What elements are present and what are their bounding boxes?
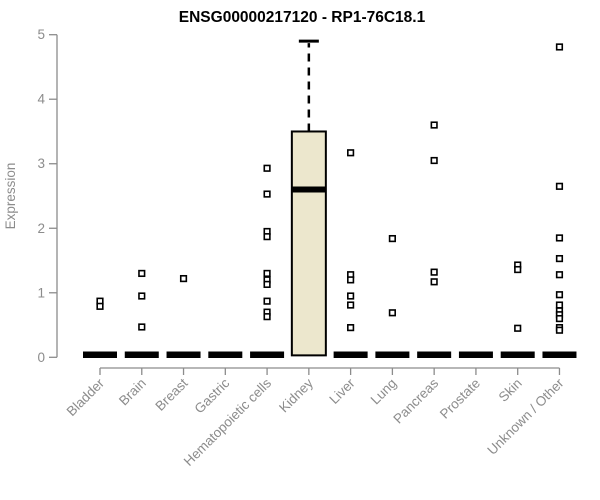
- outlier-point: [555, 43, 564, 51]
- x-tick-label: Skin: [496, 376, 525, 405]
- outlier-point: [430, 268, 438, 276]
- outlier-point: [388, 309, 396, 317]
- outlier-point: [430, 278, 438, 286]
- x-tick-label: Liver: [326, 375, 358, 407]
- x-tick-label: Bladder: [64, 375, 108, 419]
- chart-title: ENSG00000217120 - RP1-76C18.1: [179, 9, 426, 26]
- box-series: [83, 39, 577, 358]
- flat-box-skin: [500, 351, 535, 358]
- outlier-point: [347, 324, 355, 332]
- outlier-point: [263, 269, 271, 278]
- flat-box-hematopoietic-cells: [250, 351, 285, 358]
- outlier-point: [263, 313, 271, 321]
- flat-box-prostate: [458, 351, 493, 358]
- outlier-point: [555, 326, 564, 334]
- outlier-point: [555, 291, 564, 299]
- box-kidney: [290, 130, 327, 357]
- outlier-point: [555, 301, 564, 309]
- outlier-point: [555, 234, 564, 242]
- outlier-point: [555, 271, 564, 279]
- y-axis-label: Expression: [3, 163, 18, 230]
- x-tick-label: Unknown / Other: [484, 375, 567, 458]
- y-tick-label: 5: [37, 27, 45, 42]
- flat-box-lung: [375, 351, 410, 358]
- outlier-point: [555, 314, 564, 323]
- y-tick-label: 2: [37, 221, 45, 236]
- x-tick-label: Gastric: [192, 375, 233, 416]
- y-tick-label: 0: [37, 350, 45, 365]
- outlier-point: [263, 190, 271, 198]
- flat-box-breast: [166, 351, 201, 358]
- x-tick-label: Lung: [368, 376, 400, 408]
- outlier-point: [514, 324, 522, 332]
- outlier-point: [263, 280, 271, 288]
- outlier-point: [179, 274, 188, 283]
- outlier-point: [388, 234, 396, 243]
- x-tick-label: Kidney: [276, 375, 316, 415]
- flat-box-gastric: [208, 351, 243, 358]
- flat-box-brain: [124, 351, 159, 358]
- outlier-point: [347, 149, 355, 157]
- y-tick-label: 1: [37, 285, 45, 300]
- outlier-point: [96, 302, 104, 310]
- outlier-point: [430, 156, 438, 165]
- x-tick-label: Breast: [152, 375, 190, 413]
- outlier-point: [263, 233, 271, 241]
- outlier-point: [347, 292, 355, 300]
- y-tick-label: 4: [37, 92, 45, 107]
- outlier-point: [263, 297, 271, 305]
- outlier-point: [430, 121, 438, 129]
- x-tick-label: Brain: [116, 376, 149, 409]
- outlier-point: [514, 265, 522, 274]
- flat-box-unknown-other: [542, 351, 577, 358]
- outlier-point: [555, 182, 564, 190]
- outlier-point: [138, 323, 146, 331]
- outlier-point: [138, 269, 146, 278]
- outlier-point: [138, 292, 146, 300]
- flat-box-pancreas: [417, 351, 452, 358]
- x-tick-label: Pancreas: [390, 375, 441, 426]
- flat-box-liver: [333, 351, 368, 358]
- outlier-point: [347, 276, 355, 284]
- outlier-point: [347, 301, 355, 309]
- outlier-point: [263, 164, 271, 172]
- outlier-point: [555, 254, 564, 263]
- flat-box-bladder: [83, 351, 117, 358]
- x-tick-label: Prostate: [437, 376, 483, 422]
- y-tick-label: 3: [37, 156, 45, 171]
